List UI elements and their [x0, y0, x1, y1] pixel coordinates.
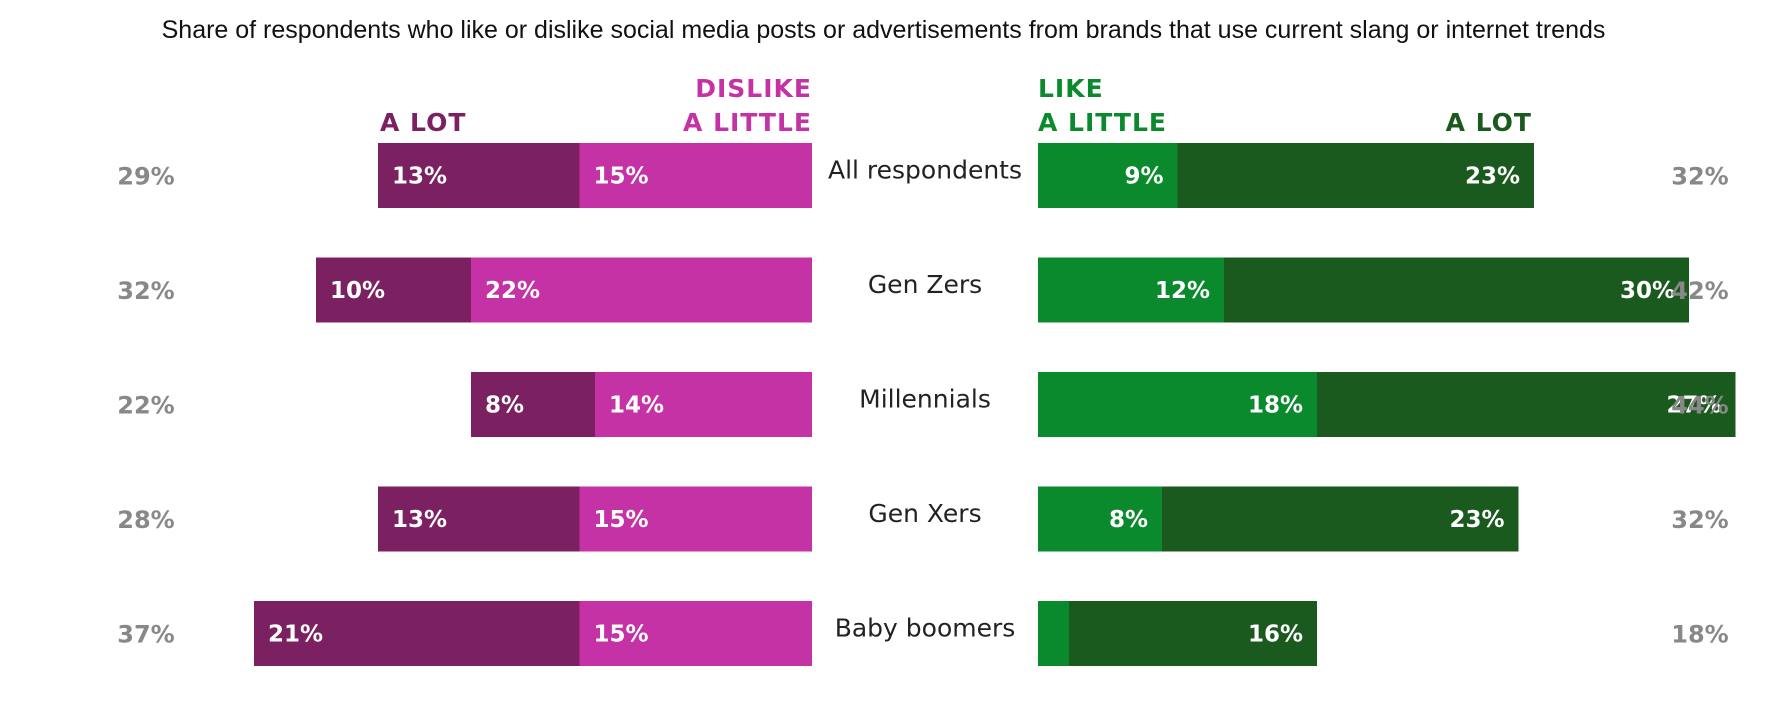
total-like: 18%: [1671, 621, 1728, 649]
total-like: 32%: [1671, 506, 1728, 534]
data-label-like-a-little: 8%: [1109, 507, 1148, 533]
bar-dislike-a-little: [595, 372, 812, 437]
bar-dislike-a-little: [579, 486, 812, 552]
category-label: Baby boomers: [835, 614, 1016, 643]
bar-dislike-a-lot: [378, 143, 580, 208]
data-label-dislike-a-little: 15%: [594, 507, 649, 533]
data-label-dislike-a-lot: 8%: [485, 393, 524, 419]
data-label-dislike-a-lot: 21%: [268, 622, 323, 648]
header-like-a-lot: A LOT: [1446, 108, 1532, 137]
total-dislike: 37%: [117, 621, 174, 649]
bar-like-a-lot: [1162, 486, 1519, 552]
bar-like-a-lot: [1317, 372, 1736, 437]
bar-dislike-a-lot: [378, 486, 580, 552]
total-dislike: 32%: [117, 277, 174, 305]
category-label: Gen Xers: [868, 499, 981, 528]
data-label-like-a-little: 9%: [1124, 164, 1163, 190]
category-label: All respondents: [828, 156, 1022, 185]
data-label-dislike-a-little: 15%: [594, 164, 649, 190]
bar-dislike-a-little: [579, 601, 812, 666]
chart-title: Share of respondents who like or dislike…: [161, 16, 1606, 44]
bar-dislike-a-lot: [254, 601, 580, 666]
bar-like-a-little: [1038, 372, 1317, 437]
data-label-like-a-lot: 16%: [1248, 622, 1303, 648]
bar-like-a-lot: [1177, 143, 1534, 208]
total-dislike: 28%: [117, 506, 174, 534]
bar-dislike-a-lot: [316, 257, 471, 323]
data-label-dislike-a-lot: 13%: [392, 507, 447, 533]
total-like: 42%: [1671, 277, 1728, 305]
data-label-dislike-a-lot: 13%: [392, 164, 447, 190]
total-like: 44%: [1671, 392, 1728, 420]
header-like-a-little: A LITTLE: [1038, 108, 1167, 137]
header-dislike-line1: DISLIKE: [695, 74, 812, 103]
header-dislike-a-lot: A LOT: [380, 108, 466, 137]
data-label-like-a-little: 18%: [1248, 393, 1303, 419]
bar-like-a-lot: [1224, 257, 1689, 323]
data-label-like-a-lot: 23%: [1465, 164, 1520, 190]
data-label-dislike-a-little: 14%: [609, 393, 664, 419]
header-dislike-a-little: A LITTLE: [683, 108, 812, 137]
data-label-dislike-a-little: 15%: [594, 622, 649, 648]
bar-dislike-a-little: [579, 143, 812, 208]
data-label-dislike-a-lot: 10%: [330, 278, 385, 304]
data-label-like-a-lot: 30%: [1620, 278, 1675, 304]
bar-dislike-a-little: [471, 257, 812, 323]
data-label-like-a-little: 12%: [1155, 278, 1210, 304]
bar-like-a-little: [1038, 486, 1162, 552]
header-like-line1: LIKE: [1038, 74, 1104, 103]
data-label-like-a-lot: 23%: [1449, 507, 1504, 533]
data-label-like-a-lot: 27%: [1666, 393, 1721, 419]
total-dislike: 29%: [117, 163, 174, 191]
bar-like-a-little: [1038, 257, 1224, 323]
category-label: Millennials: [859, 385, 991, 414]
total-like: 32%: [1671, 163, 1728, 191]
bar-dislike-a-lot: [471, 372, 595, 437]
bar-like-a-little: [1038, 601, 1069, 666]
category-label: Gen Zers: [868, 270, 982, 299]
total-dislike: 22%: [117, 392, 174, 420]
bar-like-a-little: [1038, 143, 1178, 208]
bar-like-a-lot: [1069, 601, 1317, 666]
data-label-dislike-a-little: 22%: [485, 278, 540, 304]
